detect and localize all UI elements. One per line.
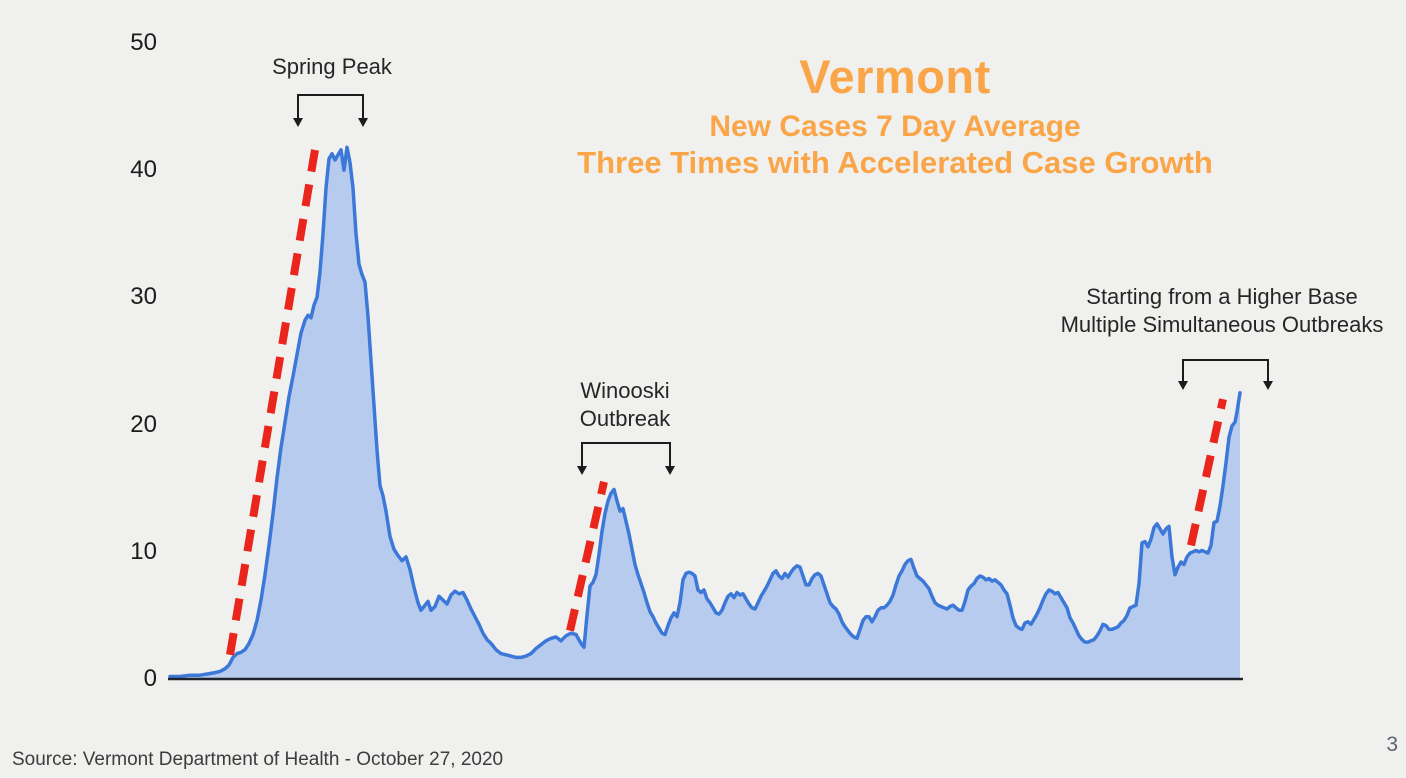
annotation-spring-peak: Spring Peak bbox=[232, 53, 432, 81]
higher-base-bracket-arrowhead bbox=[1178, 381, 1188, 390]
trend-line-fall-acceleration bbox=[1187, 398, 1227, 547]
trend-line-spring-acceleration bbox=[226, 149, 319, 656]
case-area-fill bbox=[170, 147, 1240, 679]
spring-peak-bracket bbox=[297, 94, 364, 118]
case-line bbox=[168, 145, 1242, 679]
spring-peak-bracket-arrowhead bbox=[358, 118, 368, 127]
annotation-winooski-line2: Outbreak bbox=[579, 406, 671, 431]
y-axis-tick-label-40: 40 bbox=[130, 156, 157, 184]
y-axis-tick-label-30: 30 bbox=[130, 283, 157, 311]
spring-peak-bracket-arrowhead bbox=[293, 118, 303, 127]
higher-base-bracket bbox=[1182, 359, 1269, 381]
annotation-higher-base-line1: Starting from a Higher Base bbox=[1086, 284, 1358, 309]
annotation-spring-peak-text: Spring Peak bbox=[272, 54, 392, 79]
page-number: 3 bbox=[1386, 733, 1398, 756]
y-axis-tick-label-20: 20 bbox=[130, 410, 157, 438]
higher-base-bracket-arrowhead bbox=[1263, 381, 1273, 390]
annotation-winooski-outbreak: Winooski Outbreak bbox=[545, 377, 705, 433]
annotation-higher-base: Starting from a Higher Base Multiple Sim… bbox=[1022, 283, 1406, 339]
y-axis-tick-label-10: 10 bbox=[130, 537, 157, 565]
annotation-winooski-line1: Winooski bbox=[580, 378, 670, 403]
source-note: Source: Vermont Department of Health - O… bbox=[12, 749, 504, 770]
annotation-higher-base-line2: Multiple Simultaneous Outbreaks bbox=[1060, 312, 1384, 337]
winooski-bracket-arrowhead bbox=[665, 466, 675, 475]
trend-line-winooski-acceleration bbox=[566, 480, 608, 632]
winooski-bracket-arrowhead bbox=[577, 466, 587, 475]
winooski-bracket bbox=[581, 442, 671, 466]
chart-subtitle-line2: Three Times with Accelerated Case Growth bbox=[577, 145, 1213, 180]
chart-subtitle-line1: New Cases 7 Day Average bbox=[709, 110, 1081, 143]
chart-title-block: Vermont New Cases 7 Day Average Three Ti… bbox=[385, 50, 1405, 180]
y-axis-tick-label-50: 50 bbox=[130, 29, 157, 56]
y-axis-tick-label-0: 0 bbox=[143, 665, 157, 692]
page-title: Vermont bbox=[799, 50, 991, 103]
